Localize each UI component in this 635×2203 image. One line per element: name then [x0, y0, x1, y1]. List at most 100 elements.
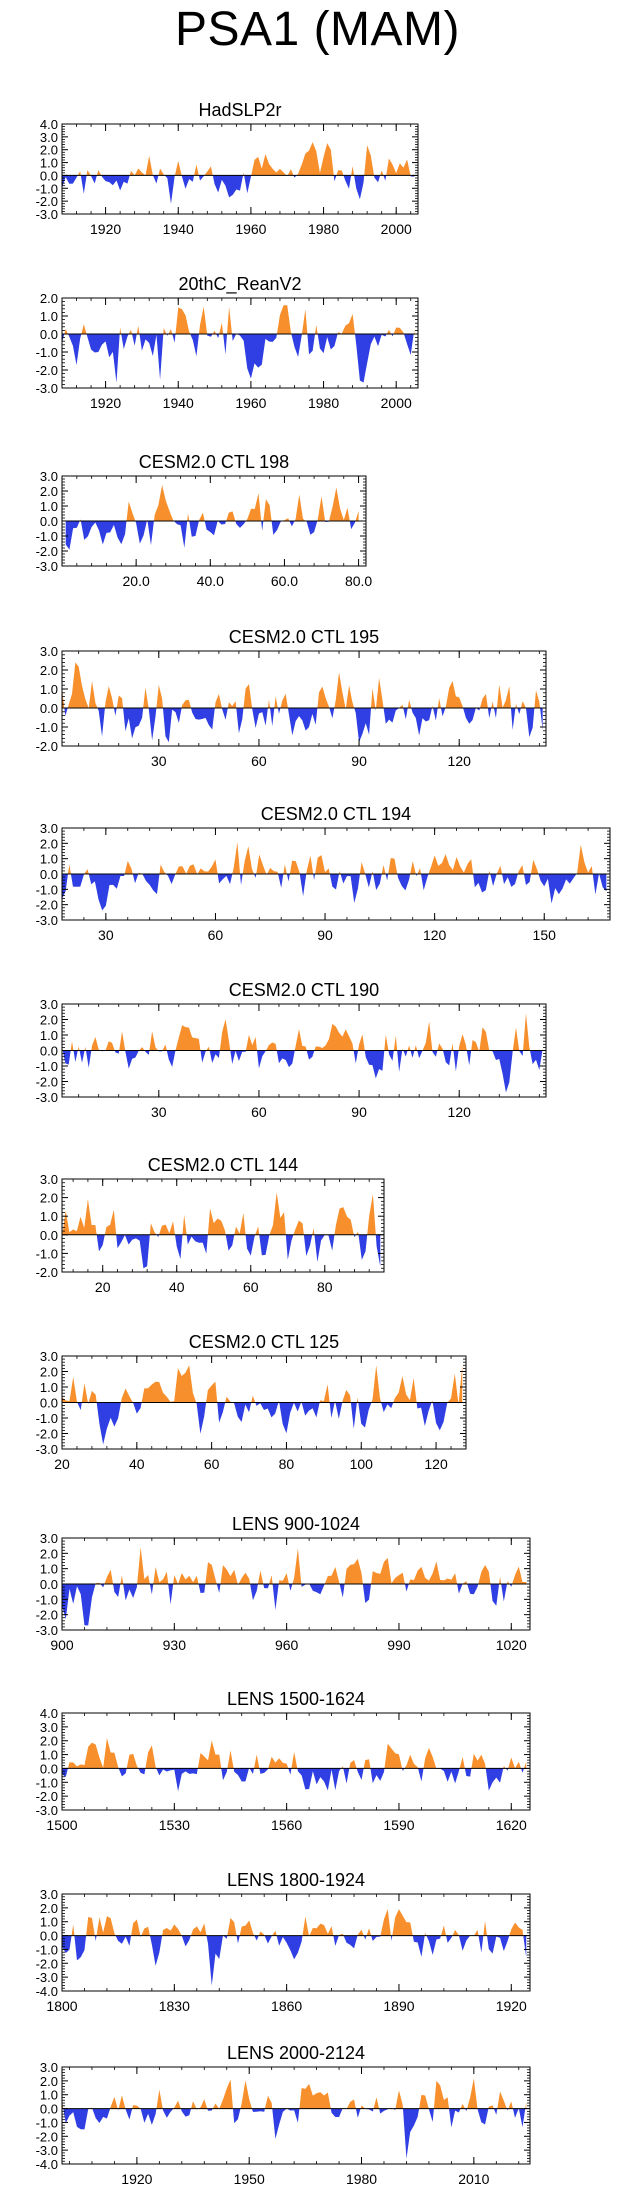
y-tick-label: 1.0: [40, 2088, 58, 2103]
x-tick-label: 990: [387, 1637, 411, 1653]
x-tick-label: 80: [317, 1279, 333, 1295]
positive-anomaly-area: [71, 1909, 524, 1936]
y-tick-label: -1.0: [36, 2115, 58, 2130]
y-tick-label: -3.0: [36, 1090, 58, 1105]
y-tick-label: -1.0: [36, 181, 58, 196]
y-tick-label: 4.0: [40, 117, 58, 132]
y-tick-label: -2.0: [36, 1789, 58, 1804]
y-tick-label: -1.0: [36, 882, 58, 897]
plot-frame: [61, 1178, 385, 1273]
panel-9: LENS 900-1024 3.02.01.00.0-1.0-2.0-3.0900…: [36, 1514, 531, 1653]
panel-title: LENS 2000-2124: [227, 2043, 365, 2063]
x-tick-label: 1920: [496, 1998, 527, 2014]
y-tick-label: -2.0: [36, 544, 58, 559]
x-tick-label: 30: [98, 927, 114, 943]
panel-title: CESM2.0 CTL 190: [229, 980, 379, 1000]
y-tick-label: 2.0: [40, 1013, 58, 1028]
panel-title: CESM2.0 CTL 194: [261, 804, 411, 824]
panel-8: CESM2.0 CTL 125 3.02.01.00.0-1.0-2.0-3.02…: [36, 1332, 467, 1472]
y-tick-label: -3.0: [36, 559, 58, 574]
y-tick-label: 1.0: [40, 309, 58, 324]
panel-12: LENS 2000-2124 3.02.01.00.0-1.0-2.0-3.0-4…: [36, 2043, 531, 2187]
y-tick-label: 1.0: [40, 1209, 58, 1224]
y-tick-label: -3.0: [36, 1623, 58, 1638]
y-tick-label: 0.0: [40, 168, 58, 183]
y-tick-label: 3.0: [40, 469, 58, 484]
panel-title: CESM2.0 CTL 198: [139, 452, 289, 472]
x-tick-label: 1860: [271, 1998, 302, 2014]
y-tick-label: 0.0: [40, 1044, 58, 1059]
x-tick-label: 120: [424, 1456, 448, 1472]
positive-anomaly-area: [62, 1192, 376, 1235]
panel-title: CESM2.0 CTL 125: [189, 1332, 339, 1352]
y-tick-label: -2.0: [36, 1075, 58, 1090]
y-tick-label: -2.0: [36, 194, 58, 209]
y-tick-label: 0.0: [40, 1396, 58, 1411]
y-tick-label: -3.0: [36, 1442, 58, 1457]
x-tick-label: 80: [279, 1456, 295, 1472]
negative-anomaly-area: [62, 1234, 381, 1269]
panel-title: LENS 1500-1624: [227, 1689, 365, 1709]
panel-2: 20thC_ReanV2 2.0 1.0 0.0 -1.0 -2.0 -3.0 1920 194…: [36, 274, 419, 411]
x-tick-label: 1620: [496, 1817, 527, 1833]
x-tick-label: 30: [151, 1104, 167, 1120]
x-tick-label: 1890: [383, 1998, 414, 2014]
y-tick-label: -1.0: [36, 529, 58, 544]
panel-10: LENS 1500-1624 4.03.02.01.00.0-1.0-2.0-3.…: [36, 1689, 531, 1833]
x-tick-label: 80.0: [345, 573, 372, 589]
y-tick-label: -2.0: [36, 1427, 58, 1442]
plot-frame: [61, 2066, 531, 2165]
x-tick-label: 20: [54, 1456, 70, 1472]
panel-5: CESM2.0 CTL 194 3.02.01.00.0-1.0-2.0-3.0 3…: [36, 804, 611, 943]
x-tick-label: 2000: [381, 221, 412, 237]
y-tick-label: 2.0: [40, 1901, 58, 1916]
y-tick-label: -2.0: [36, 898, 58, 913]
x-tick-label: 20: [95, 1279, 111, 1295]
y-tick-label: 0.0: [40, 701, 58, 716]
positive-anomaly-area: [62, 1365, 463, 1403]
x-tick-label: 1960: [235, 221, 266, 237]
y-tick-label: 1.0: [40, 1562, 58, 1577]
panel-4: CESM2.0 CTL 195 3.0 2.0 1.0 0.0 -1.0 -2.0 30 60 9…: [36, 627, 547, 769]
panel-title: LENS 1800-1924: [227, 1870, 365, 1890]
x-tick-label: 2000: [381, 395, 412, 411]
y-tick-label: 3.0: [40, 1887, 58, 1902]
x-tick-label: 120: [448, 753, 472, 769]
y-tick-label: 3.0: [40, 1349, 58, 1364]
x-tick-label: 2010: [458, 2171, 489, 2187]
x-tick-label: 60: [208, 927, 224, 943]
x-tick-label: 1560: [271, 1817, 302, 1833]
positive-anomaly-area: [64, 305, 415, 334]
y-tick-label: 0.0: [40, 1577, 58, 1592]
negative-anomaly-area: [62, 175, 415, 204]
y-tick-label: -2.0: [36, 2129, 58, 2144]
y-tick-label: -2.0: [36, 1956, 58, 1971]
y-tick-label: 4.0: [40, 1706, 58, 1721]
y-tick-label: 2.0: [40, 291, 58, 306]
x-tick-label: 1960: [235, 395, 266, 411]
y-tick-label: 1.0: [40, 682, 58, 697]
plot-frame: [61, 297, 419, 389]
x-tick-label: 1980: [308, 395, 339, 411]
positive-anomaly-area: [79, 485, 359, 521]
y-tick-label: -1.0: [36, 1775, 58, 1790]
y-tick-label: 3.0: [40, 130, 58, 145]
x-tick-label: 1530: [159, 1817, 190, 1833]
negative-anomaly-area: [64, 708, 543, 743]
x-tick-label: 1920: [121, 2171, 152, 2187]
negative-anomaly-area: [62, 1584, 513, 1626]
negative-anomaly-area: [77, 1402, 459, 1445]
y-tick-label: 3.0: [40, 997, 58, 1012]
x-tick-label: 40: [129, 1456, 145, 1472]
y-tick-label: 1.0: [40, 1380, 58, 1395]
x-tick-label: 1920: [90, 221, 121, 237]
x-tick-label: 1920: [90, 395, 121, 411]
y-tick-label: -4.0: [36, 1984, 58, 1999]
x-tick-label: 1590: [383, 1817, 414, 1833]
y-tick-label: -2.0: [36, 739, 58, 754]
y-tick-label: 1.0: [40, 156, 58, 171]
panel-title: LENS 900-1024: [232, 1514, 360, 1534]
x-tick-label: 1800: [46, 1998, 77, 2014]
panel-title: HadSLP2r: [198, 100, 281, 120]
x-tick-label: 1940: [163, 221, 194, 237]
